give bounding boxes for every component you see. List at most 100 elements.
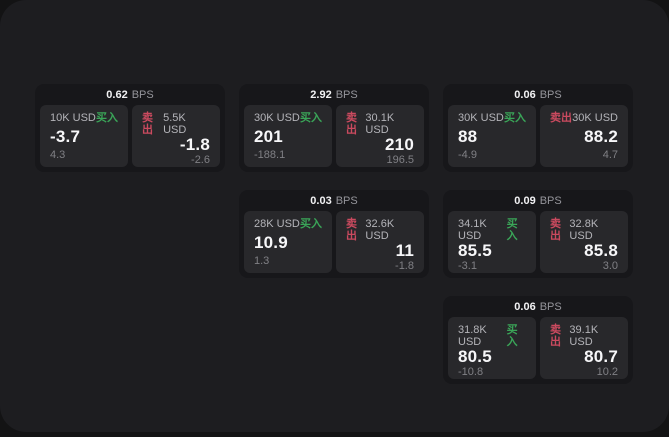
buy-amount: 34.1K USD [458,218,487,242]
sell-price: -1.8 [179,135,210,154]
sell-pane[interactable]: 卖出 30K USD 88.2 4.7 [540,105,628,167]
sell-pane[interactable]: 卖出 5.5K USD -1.8 -2.6 [132,105,220,167]
quote-card: 0.62 BPS 10K USD 买入 -3.7 4.3 卖出 5.5K USD… [35,84,225,172]
buy-top-row: 31.8K USD 买入 [458,324,526,348]
bps-header: 0.09 BPS [448,190,628,211]
bps-header: 0.06 BPS [448,84,628,105]
sell-price: 80.7 [584,347,618,366]
sell-delta: 4.7 [602,149,618,161]
sell-top-row: 卖出 32.8K USD [550,218,618,242]
sell-pane[interactable]: 卖出 32.8K USD 85.8 3.0 [540,211,628,273]
buy-price: 88 [458,126,478,146]
quote-card: 0.03 BPS 28K USD 买入 10.9 1.3 卖出 32.6K US… [239,190,429,278]
bps-unit-label: BPS [335,194,358,207]
buy-action-label: 买入 [300,112,322,124]
sell-delta: -2.6 [191,154,210,166]
buy-top-row: 30K USD 买入 [458,112,526,124]
bps-header: 2.92 BPS [244,84,424,105]
sell-pane[interactable]: 卖出 39.1K USD 80.7 10.2 [540,317,628,379]
quote-card-body: 10K USD 买入 -3.7 4.3 卖出 5.5K USD -1.8 -2.… [40,105,220,167]
bps-value: 0.62 [106,88,128,101]
buy-price: 85.5 [458,241,492,260]
buy-action-label: 买入 [506,324,518,348]
buy-pane[interactable]: 28K USD 买入 10.9 1.3 [244,211,332,273]
buy-delta: -10.8 [458,366,484,378]
buy-delta: -188.1 [254,149,286,161]
quote-card-body: 28K USD 买入 10.9 1.3 卖出 32.6K USD 11 -1.8 [244,211,424,273]
buy-pane[interactable]: 31.8K USD 买入 80.5 -10.8 [448,317,536,379]
quote-card: 2.92 BPS 30K USD 买入 201 -188.1 卖出 30.1K … [239,84,429,172]
bps-value: 0.03 [310,194,332,207]
bps-header: 0.03 BPS [244,190,424,211]
buy-amount: 10K USD [50,112,96,124]
sell-amount: 32.8K USD [569,218,599,242]
sell-pane[interactable]: 卖出 30.1K USD 210 196.5 [336,105,424,167]
buy-delta: -3.1 [458,260,477,272]
sell-pane[interactable]: 卖出 32.6K USD 11 -1.8 [336,211,424,273]
sell-top-row: 卖出 5.5K USD [142,112,210,136]
bps-unit-label: BPS [539,194,562,207]
quote-card-body: 30K USD 买入 201 -188.1 卖出 30.1K USD 210 1… [244,105,424,167]
buy-action-label: 买入 [504,112,526,124]
buy-delta: -4.9 [458,149,477,161]
buy-price: 80.5 [458,347,492,366]
sell-amount: 39.1K USD [569,324,599,348]
buy-action-label: 买入 [300,218,322,230]
buy-top-row: 28K USD 买入 [254,218,322,230]
buy-price: -3.7 [50,126,81,146]
buy-price: 201 [254,126,283,146]
bps-unit-label: BPS [539,88,562,101]
sell-amount: 30K USD [572,112,618,124]
buy-amount: 30K USD [254,112,300,124]
sell-action-label: 卖出 [346,112,357,136]
bps-unit-label: BPS [539,300,562,313]
buy-top-row: 10K USD 买入 [50,112,118,124]
buy-delta: 1.3 [254,255,270,267]
sell-amount: 5.5K USD [163,112,187,136]
buy-pane[interactable]: 30K USD 买入 201 -188.1 [244,105,332,167]
sell-delta: 196.5 [386,154,414,166]
buy-delta: 4.3 [50,149,66,161]
sell-top-row: 卖出 32.6K USD [346,218,414,242]
bps-value: 0.06 [514,88,536,101]
bps-value: 2.92 [310,88,332,101]
sell-action-label: 卖出 [346,218,357,242]
sell-amount: 30.1K USD [365,112,395,136]
buy-top-row: 30K USD 买入 [254,112,322,124]
sell-action-label: 卖出 [142,112,153,136]
sell-price: 210 [385,135,414,154]
quote-card: 0.09 BPS 34.1K USD 买入 85.5 -3.1 卖出 32.8K… [443,190,633,278]
sell-action-label: 卖出 [550,324,561,348]
buy-top-row: 34.1K USD 买入 [458,218,526,242]
buy-pane[interactable]: 10K USD 买入 -3.7 4.3 [40,105,128,167]
quote-card-body: 31.8K USD 买入 80.5 -10.8 卖出 39.1K USD 80.… [448,317,628,379]
sell-price: 85.8 [584,241,618,260]
buy-action-label: 买入 [506,218,518,242]
sell-price: 88.2 [584,126,618,146]
buy-amount: 28K USD [254,218,300,230]
quote-card: 0.06 BPS 30K USD 买入 88 -4.9 卖出 30K USD 8… [443,84,633,172]
sell-delta: 10.2 [596,366,618,378]
buy-pane[interactable]: 30K USD 买入 88 -4.9 [448,105,536,167]
buy-pane[interactable]: 34.1K USD 买入 85.5 -3.1 [448,211,536,273]
quote-card-body: 34.1K USD 买入 85.5 -3.1 卖出 32.8K USD 85.8… [448,211,628,273]
quote-grid: 0.62 BPS 10K USD 买入 -3.7 4.3 卖出 5.5K USD… [35,84,633,384]
sell-delta: 3.0 [602,260,618,272]
buy-action-label: 买入 [96,112,118,124]
sell-top-row: 卖出 30K USD [550,112,618,124]
bps-unit-label: BPS [131,88,154,101]
buy-amount: 31.8K USD [458,324,487,348]
bps-unit-label: BPS [335,88,358,101]
sell-action-label: 卖出 [550,218,561,242]
quote-card: 0.06 BPS 31.8K USD 买入 80.5 -10.8 卖出 39.1… [443,296,633,384]
bps-value: 0.09 [514,194,536,207]
bps-value: 0.06 [514,300,536,313]
sell-amount: 32.6K USD [365,218,395,242]
sell-top-row: 卖出 30.1K USD [346,112,414,136]
sell-top-row: 卖出 39.1K USD [550,324,618,348]
quote-card-body: 30K USD 买入 88 -4.9 卖出 30K USD 88.2 4.7 [448,105,628,167]
sell-action-label: 卖出 [550,112,572,124]
bps-header: 0.06 BPS [448,296,628,317]
buy-amount: 30K USD [458,112,504,124]
